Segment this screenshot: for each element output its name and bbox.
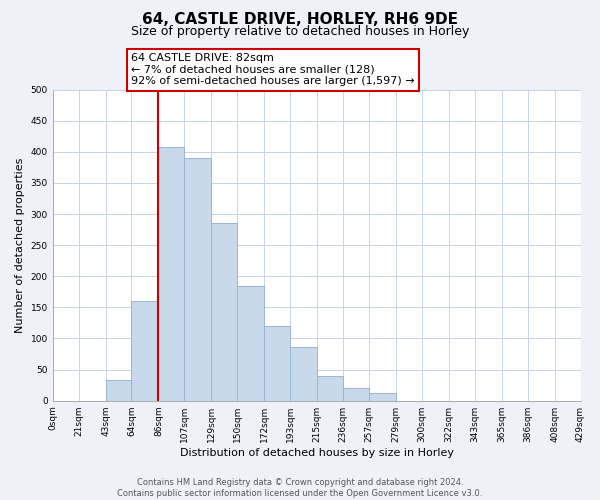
Text: Size of property relative to detached houses in Horley: Size of property relative to detached ho… — [131, 25, 469, 38]
Bar — [290, 346, 317, 401]
Bar — [317, 376, 343, 400]
Bar — [237, 286, 264, 401]
Bar — [158, 147, 184, 401]
Bar — [131, 301, 158, 400]
Bar — [264, 326, 290, 400]
Bar — [343, 388, 369, 400]
Bar — [369, 393, 396, 400]
Text: Contains HM Land Registry data © Crown copyright and database right 2024.
Contai: Contains HM Land Registry data © Crown c… — [118, 478, 482, 498]
Text: 64 CASTLE DRIVE: 82sqm
← 7% of detached houses are smaller (128)
92% of semi-det: 64 CASTLE DRIVE: 82sqm ← 7% of detached … — [131, 53, 415, 86]
Y-axis label: Number of detached properties: Number of detached properties — [15, 158, 25, 333]
X-axis label: Distribution of detached houses by size in Horley: Distribution of detached houses by size … — [179, 448, 454, 458]
Bar — [211, 224, 237, 400]
Bar — [184, 158, 211, 400]
Text: 64, CASTLE DRIVE, HORLEY, RH6 9DE: 64, CASTLE DRIVE, HORLEY, RH6 9DE — [142, 12, 458, 28]
Bar — [106, 380, 131, 400]
